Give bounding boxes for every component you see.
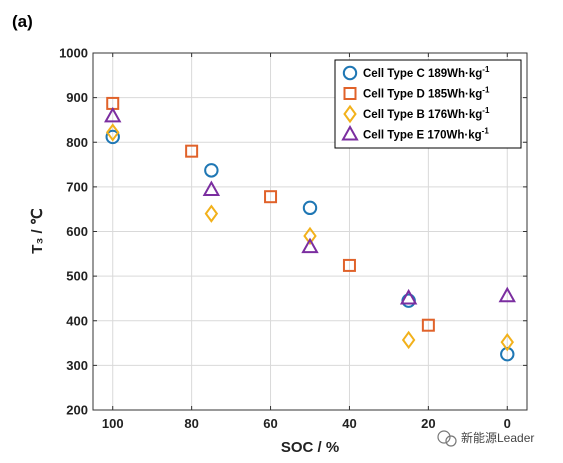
square-point — [185, 144, 199, 158]
x-tick-label: 80 — [184, 416, 198, 431]
legend-box — [334, 59, 522, 149]
legend-entry: Cell Type C 189Wh·kg-1 — [363, 65, 490, 80]
panel-label: (a) — [12, 12, 33, 31]
y-tick-label: 700 — [66, 179, 88, 194]
y-tick-label: 400 — [66, 313, 88, 328]
legend-square-marker — [343, 87, 357, 100]
x-tick-label: 0 — [504, 416, 511, 431]
diamond-point — [303, 226, 317, 246]
legend-superscript: -1 — [482, 86, 490, 95]
watermark: 新能源Leader — [437, 430, 534, 447]
diamond-point — [500, 332, 515, 352]
data-marks — [104, 96, 516, 362]
legend-entry: Cell Type B 176Wh·kg-1 — [363, 106, 490, 121]
x-tick-label: 100 — [102, 416, 124, 431]
legend-circle-marker — [342, 65, 358, 81]
triangle-point — [301, 237, 319, 254]
legend-triangle-marker — [341, 124, 359, 141]
y-tick-label: 600 — [66, 224, 88, 239]
y-tick-label: 1000 — [59, 46, 88, 61]
y-tick-label: 500 — [66, 269, 88, 284]
circle-point — [105, 129, 120, 145]
square-point — [421, 318, 435, 332]
legend-superscript: -1 — [482, 106, 490, 115]
circle-point — [302, 200, 318, 216]
y-tick-label: 900 — [66, 90, 88, 105]
diamond-point — [105, 123, 120, 142]
legend-diamond-marker — [343, 104, 357, 124]
triangle-point — [202, 180, 221, 196]
y-tick-label: 300 — [66, 358, 88, 373]
y-tick-label: 200 — [66, 403, 88, 418]
y-tick-label: 800 — [66, 135, 88, 150]
legend-superscript: -1 — [482, 65, 490, 74]
x-tick-label: 20 — [421, 416, 435, 431]
diamond-point — [401, 330, 416, 350]
triangle-point — [104, 106, 122, 123]
square-point — [342, 258, 356, 272]
x-tick-label: 40 — [342, 416, 356, 431]
legend-entry: Cell Type D 185Wh·kg-1 — [363, 86, 490, 101]
square-point — [264, 190, 278, 204]
watermark-text: 新能源Leader — [461, 430, 534, 445]
wechat-icon — [437, 430, 457, 447]
x-tick-label: 60 — [263, 416, 277, 431]
legend: Cell Type C 189Wh·kg-1 Cell Type D 185Wh·… — [334, 59, 522, 149]
y-axis-title: T₃ / ℃ — [29, 208, 46, 254]
circle-point — [204, 163, 219, 178]
diamond-point — [204, 204, 219, 223]
triangle-point — [399, 288, 418, 305]
triangle-point — [498, 286, 516, 303]
legend-entry: Cell Type E 170Wh·kg-1 — [363, 127, 489, 142]
legend-superscript: -1 — [482, 127, 490, 136]
x-axis-title: SOC / % — [281, 439, 339, 456]
